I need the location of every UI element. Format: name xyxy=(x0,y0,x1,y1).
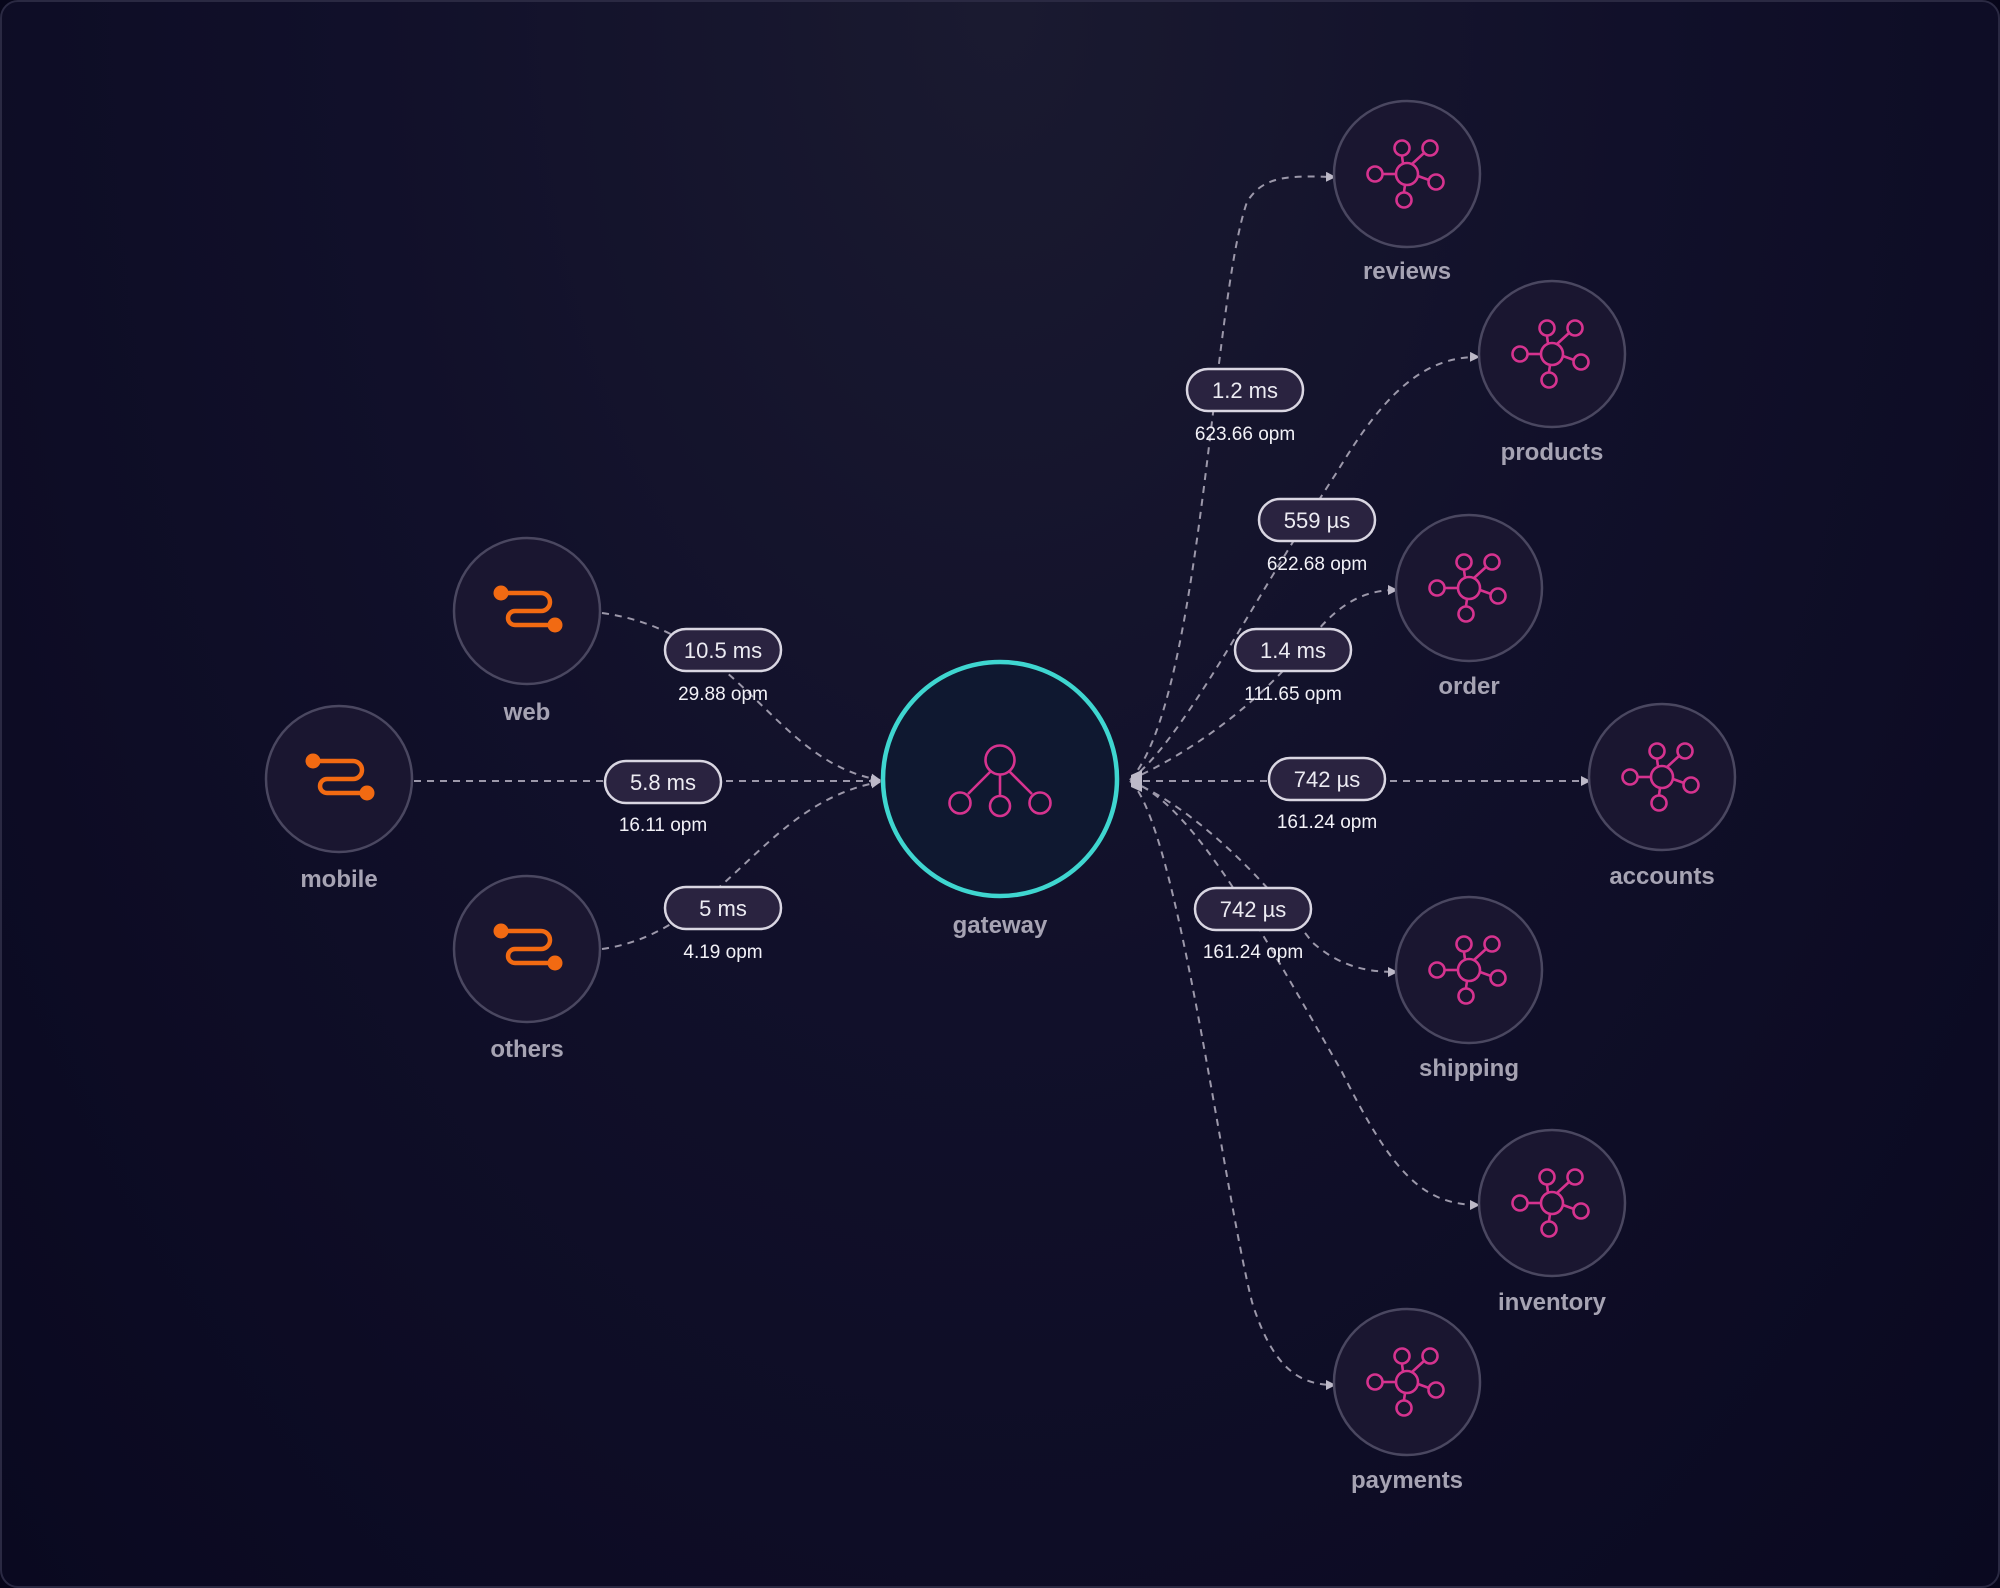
node-order[interactable]: order xyxy=(1394,513,1544,700)
edge-metric-gateway-order[interactable]: 1.4 ms 111.65 opm xyxy=(1233,627,1353,705)
edge-gateway-reviews[interactable] xyxy=(1129,171,1336,781)
node-label-others: others xyxy=(490,1036,563,1063)
node-reviews[interactable]: reviews xyxy=(1332,99,1482,285)
gateway-hierarchy-icon xyxy=(948,744,1052,818)
node-label-inventory: inventory xyxy=(1498,1289,1607,1316)
edge-others-gateway[interactable] xyxy=(601,778,881,950)
node-products[interactable]: products xyxy=(1477,279,1627,466)
edge-gateway-inventory[interactable] xyxy=(1129,780,1480,1210)
throughput-label: 622.68 opm xyxy=(1267,554,1367,575)
node-label-shipping: shipping xyxy=(1419,1055,1519,1082)
node-shipping[interactable]: shipping xyxy=(1394,895,1544,1082)
edge-gateway-payments[interactable] xyxy=(1129,780,1336,1390)
throughput-label: 16.11 opm xyxy=(619,815,707,836)
latency-label: 10.5 ms xyxy=(684,638,762,663)
latency-label: 1.4 ms xyxy=(1260,638,1326,663)
latency-label: 742 µs xyxy=(1220,897,1287,922)
edge-metric-gateway-shipping[interactable]: 742 µs 161.24 opm xyxy=(1193,886,1313,963)
edge-metric-web-gateway[interactable]: 10.5 ms 29.88 opm xyxy=(663,627,783,705)
node-label-accounts: accounts xyxy=(1609,863,1714,890)
edge-gateway-products[interactable] xyxy=(1129,351,1480,781)
edge-web-gateway[interactable] xyxy=(601,612,881,784)
throughput-label: 161.24 opm xyxy=(1277,812,1377,833)
node-label-order: order xyxy=(1438,673,1499,700)
node-label-mobile: mobile xyxy=(300,866,377,893)
node-label-web: web xyxy=(503,699,551,726)
edge-metric-others-gateway[interactable]: 5 ms 4.19 opm xyxy=(663,885,783,963)
edge-metric-gateway-reviews[interactable]: 1.2 ms 623.66 opm xyxy=(1185,367,1305,445)
node-inventory[interactable]: inventory xyxy=(1477,1128,1627,1316)
throughput-label: 161.24 opm xyxy=(1203,942,1303,963)
latency-label: 5 ms xyxy=(699,896,747,921)
throughput-label: 29.88 opm xyxy=(678,684,768,705)
node-label-gateway: gateway xyxy=(953,912,1048,939)
latency-label: 5.8 ms xyxy=(630,770,696,795)
node-label-payments: payments xyxy=(1351,1467,1463,1494)
throughput-label: 4.19 opm xyxy=(683,942,762,963)
node-label-products: products xyxy=(1501,439,1604,466)
gateway-output-port-icon xyxy=(1131,770,1142,792)
node-mobile[interactable]: mobile xyxy=(264,704,414,893)
node-others[interactable]: others xyxy=(452,874,602,1063)
node-payments[interactable]: payments xyxy=(1332,1307,1482,1494)
node-gateway[interactable]: gateway xyxy=(880,659,1120,939)
node-web[interactable]: web xyxy=(452,536,602,726)
node-label-reviews: reviews xyxy=(1363,258,1451,285)
edge-metric-mobile-gateway[interactable]: 5.8 ms 16.11 opm xyxy=(603,759,723,836)
throughput-label: 623.66 opm xyxy=(1195,424,1295,445)
latency-label: 1.2 ms xyxy=(1212,378,1278,403)
throughput-label: 111.65 opm xyxy=(1244,684,1342,705)
latency-label: 559 µs xyxy=(1284,508,1351,533)
edge-metric-gateway-products[interactable]: 559 µs 622.68 opm xyxy=(1257,497,1377,575)
edge-metric-gateway-accounts[interactable]: 742 µs 161.24 opm xyxy=(1267,756,1387,833)
node-accounts[interactable]: accounts xyxy=(1587,702,1737,890)
latency-label: 742 µs xyxy=(1294,767,1361,792)
